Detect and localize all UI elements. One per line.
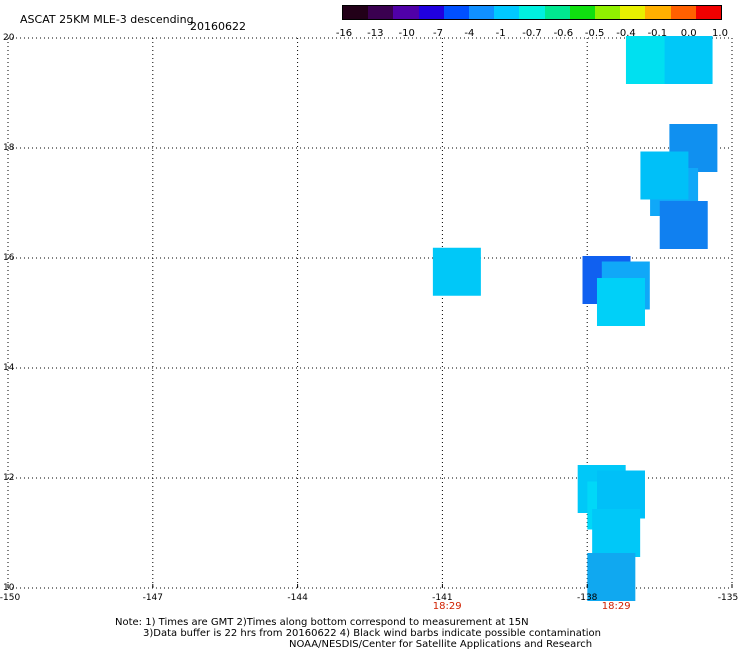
legend-swatch [670,6,696,19]
map-title: ASCAT 25KM MLE-3 descending [20,13,194,26]
legend-swatch [443,6,470,19]
legend-label: -0.4 [616,28,636,39]
legend-swatch [620,6,646,19]
legend-swatch [393,6,419,19]
wind-cell [596,278,645,326]
pass-time-label: 18:29 [432,601,462,612]
legend-swatch [368,6,394,19]
legend-label: -13 [367,28,384,39]
grid-lines [7,37,733,589]
legend-label: -0.7 [522,28,542,39]
pass-time-label: 18:29 [601,601,631,612]
note-line-3: NOAA/NESDIS/Center for Satellite Applica… [289,639,593,650]
legend-swatch [695,6,722,19]
latitude-tick-label: 14 [3,363,15,373]
wind-data-cells [432,36,718,601]
legend-swatch [418,6,444,19]
legend-label: -7 [433,28,443,39]
note-line-2: 3)Data buffer is 22 hrs from 20160622 4)… [143,628,601,639]
legend-swatch [569,6,596,19]
note-line-1: Note: 1) Times are GMT 2)Times along bot… [115,617,529,628]
wind-cell [587,553,636,601]
latitude-tick-label: 12 [3,473,15,483]
wind-cell [659,201,708,249]
legend-swatch [494,6,520,19]
legend-label: 0.0 [680,28,697,39]
legend-label: -0.5 [584,28,605,39]
longitude-tick-label: -150 [0,593,21,603]
latitude-tick-label: 18 [3,143,15,153]
latitude-tick-label: 20 [3,33,15,43]
longitude-tick-label: -144 [287,593,308,603]
wind-cell [432,247,481,296]
legend-label: -0.1 [647,28,668,39]
longitude-tick-label: -138 [576,593,598,603]
longitude-tick-label: -147 [142,593,164,603]
map-date: 20160622 [190,20,246,33]
legend-swatch [519,6,545,19]
legend-swatch [544,6,570,19]
longitude-tick-label: -135 [717,593,739,603]
latitude-tick-label: 16 [3,253,15,263]
legend-swatch [595,6,621,19]
wind-cell [640,151,689,200]
legend-label: -0.6 [553,28,574,39]
wind-cell [664,36,713,84]
legend-label: 1.0 [712,28,728,39]
legend-label: -1 [495,28,506,39]
legend-label: -4 [464,28,475,39]
longitude-tick-label: -141 [432,593,453,603]
axis-ticks [7,584,733,588]
legend-swatch [343,6,369,19]
color-legend-bar [342,5,722,20]
legend-swatch [469,6,495,19]
wind-cell [592,509,641,557]
legend-label: -10 [398,28,415,39]
legend-swatch [645,6,671,19]
legend-label: -16 [335,28,353,39]
latitude-tick-label: 10 [3,583,15,593]
